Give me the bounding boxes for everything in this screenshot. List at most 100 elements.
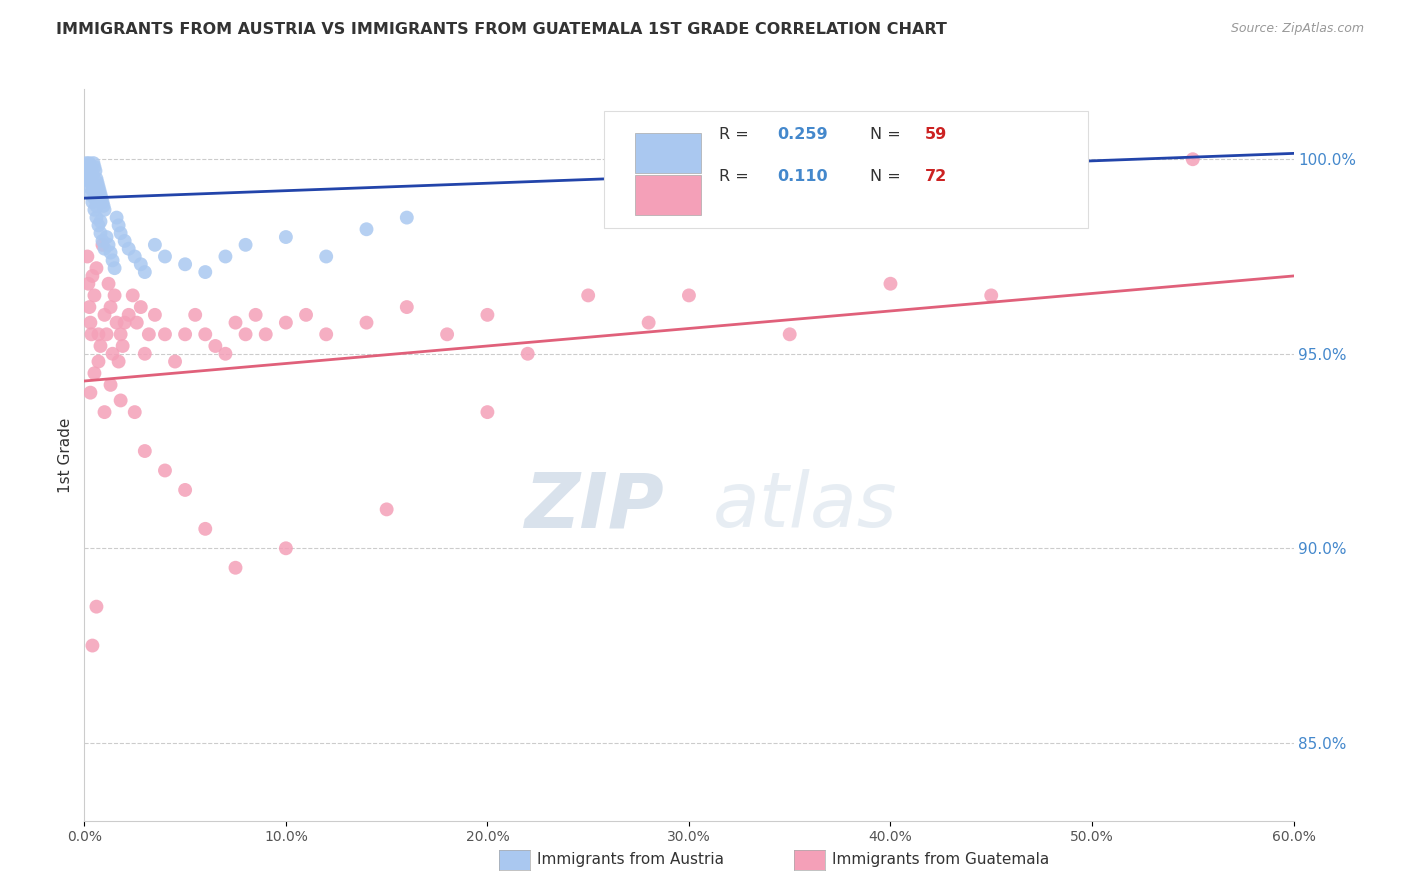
Point bbox=[107, 219, 129, 233]
Point bbox=[124, 250, 146, 264]
Point bbox=[105, 211, 128, 225]
Point bbox=[79, 385, 101, 400]
Point bbox=[174, 257, 197, 271]
Text: 72: 72 bbox=[925, 169, 948, 185]
Point bbox=[83, 191, 105, 205]
Point bbox=[245, 308, 267, 322]
Point bbox=[79, 156, 101, 170]
Point bbox=[678, 288, 700, 302]
FancyBboxPatch shape bbox=[634, 175, 702, 215]
Point bbox=[79, 300, 101, 314]
Point bbox=[477, 308, 499, 322]
Point bbox=[97, 277, 120, 291]
Point bbox=[395, 300, 418, 314]
Text: Immigrants from Austria: Immigrants from Austria bbox=[537, 853, 724, 867]
FancyBboxPatch shape bbox=[605, 112, 1088, 228]
Point bbox=[89, 187, 111, 202]
Point bbox=[93, 405, 115, 419]
Point bbox=[80, 164, 103, 178]
Point bbox=[477, 405, 499, 419]
Point bbox=[118, 242, 141, 256]
Point bbox=[93, 202, 115, 217]
Point bbox=[80, 327, 103, 342]
Text: R =: R = bbox=[720, 127, 754, 142]
Text: ZIP: ZIP bbox=[524, 469, 665, 543]
Point bbox=[125, 316, 148, 330]
Point bbox=[90, 191, 112, 205]
Point bbox=[104, 261, 127, 276]
Point bbox=[1040, 153, 1063, 167]
Text: Source: ZipAtlas.com: Source: ZipAtlas.com bbox=[1230, 22, 1364, 36]
Point bbox=[86, 199, 108, 213]
Point bbox=[82, 639, 104, 653]
Point bbox=[356, 316, 378, 330]
Text: 0.110: 0.110 bbox=[778, 169, 828, 185]
Point bbox=[86, 171, 108, 186]
Point bbox=[779, 327, 801, 342]
Point bbox=[375, 502, 398, 516]
Point bbox=[82, 268, 104, 283]
Point bbox=[143, 237, 166, 252]
Point bbox=[83, 202, 105, 217]
Point bbox=[96, 327, 118, 342]
Y-axis label: 1st Grade: 1st Grade bbox=[58, 417, 73, 492]
Point bbox=[204, 339, 226, 353]
Point bbox=[76, 250, 98, 264]
Point bbox=[274, 230, 297, 244]
Text: N =: N = bbox=[870, 127, 907, 142]
Point bbox=[75, 156, 97, 170]
Point bbox=[315, 327, 337, 342]
Point bbox=[184, 308, 207, 322]
Point bbox=[124, 405, 146, 419]
Point bbox=[274, 316, 297, 330]
Point bbox=[97, 237, 120, 252]
Point bbox=[134, 265, 156, 279]
Point bbox=[143, 308, 166, 322]
Text: N =: N = bbox=[870, 169, 907, 185]
Point bbox=[77, 168, 100, 182]
Point bbox=[274, 541, 297, 556]
Point bbox=[118, 308, 141, 322]
Point bbox=[82, 194, 104, 209]
Point bbox=[194, 265, 217, 279]
Point bbox=[436, 327, 458, 342]
Point bbox=[315, 250, 337, 264]
Point bbox=[134, 444, 156, 458]
Point bbox=[153, 327, 176, 342]
Point bbox=[235, 327, 257, 342]
Point bbox=[101, 253, 124, 268]
Point bbox=[129, 300, 152, 314]
Point bbox=[214, 250, 236, 264]
Point bbox=[879, 277, 901, 291]
Point bbox=[138, 327, 160, 342]
Point bbox=[82, 183, 104, 197]
Point bbox=[114, 316, 136, 330]
Point bbox=[77, 277, 100, 291]
Point bbox=[576, 288, 599, 302]
Point bbox=[114, 234, 136, 248]
Point bbox=[91, 194, 114, 209]
Point bbox=[79, 316, 101, 330]
Point bbox=[83, 366, 105, 380]
Point bbox=[83, 160, 105, 174]
Point bbox=[110, 226, 132, 240]
Point bbox=[91, 234, 114, 248]
Point bbox=[356, 222, 378, 236]
Point bbox=[105, 316, 128, 330]
Point bbox=[194, 522, 217, 536]
Point bbox=[76, 160, 98, 174]
Point bbox=[100, 377, 122, 392]
Point bbox=[91, 237, 114, 252]
Point bbox=[110, 327, 132, 342]
Point bbox=[93, 308, 115, 322]
Point bbox=[1181, 153, 1204, 167]
Point bbox=[516, 347, 538, 361]
Text: R =: R = bbox=[720, 169, 754, 185]
Point bbox=[254, 327, 277, 342]
Point bbox=[86, 211, 108, 225]
Point bbox=[79, 176, 101, 190]
Point bbox=[121, 288, 143, 302]
Point bbox=[77, 164, 100, 178]
Point bbox=[110, 393, 132, 408]
Point bbox=[153, 250, 176, 264]
